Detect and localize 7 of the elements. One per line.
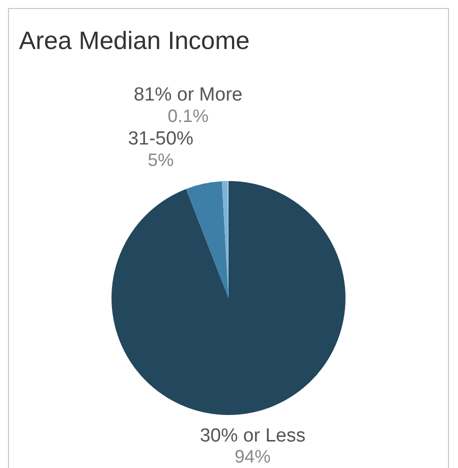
slice-label: 30% or Less: [200, 425, 306, 446]
slice-label: 81% or More: [134, 84, 242, 106]
data-label: 5%: [148, 150, 174, 170]
data-label: 94%: [234, 446, 271, 467]
chart-title: Area Median Income: [19, 27, 250, 56]
data-label: 0.1%: [168, 106, 209, 126]
slice-label: 31-50%: [128, 128, 194, 150]
